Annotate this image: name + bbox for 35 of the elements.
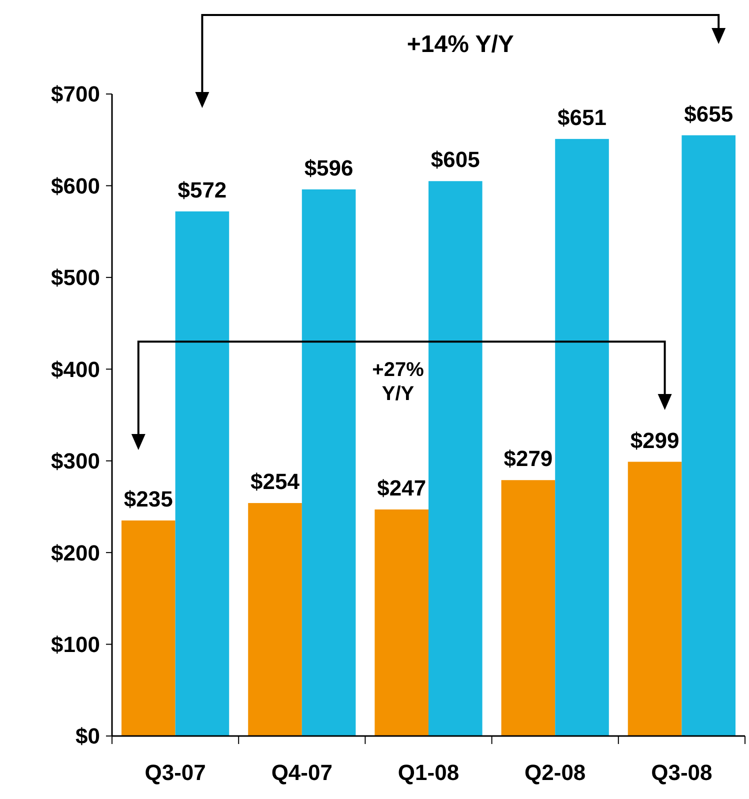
y-tick-label: $300 xyxy=(51,448,100,474)
data-label: $655 xyxy=(684,101,734,126)
y-tick-label: $100 xyxy=(51,632,100,657)
x-tick-label: Q4-07 xyxy=(271,760,332,785)
data-label: $596 xyxy=(304,155,354,180)
data-label: $247 xyxy=(377,475,426,500)
bar xyxy=(374,509,428,736)
data-label: $651 xyxy=(558,104,606,130)
x-tick-label: Q2-08 xyxy=(524,760,586,785)
bar xyxy=(501,480,556,736)
bar xyxy=(248,503,302,736)
y-tick-label: $0 xyxy=(76,724,100,749)
data-label: $572 xyxy=(178,177,227,202)
bar xyxy=(428,181,482,736)
y-tick-label: $200 xyxy=(51,540,100,566)
bar xyxy=(175,211,230,736)
bar xyxy=(121,520,176,736)
y-tick-label: $700 xyxy=(51,82,100,107)
bar xyxy=(682,135,736,736)
x-tick-label: Q3-07 xyxy=(144,760,206,785)
annotation: +27% Y/Y xyxy=(372,359,424,405)
y-tick-label: $600 xyxy=(51,173,100,198)
bar xyxy=(628,462,682,736)
bar xyxy=(302,189,356,736)
data-label: $605 xyxy=(430,147,480,172)
x-tick-label: Q3-08 xyxy=(651,760,712,785)
y-tick-label: $500 xyxy=(51,265,100,290)
y-tick-label: $400 xyxy=(51,356,100,382)
data-label: $279 xyxy=(504,446,553,472)
data-label: $299 xyxy=(630,428,680,453)
data-label: $254 xyxy=(250,469,300,494)
x-tick-label: Q1-08 xyxy=(398,760,460,785)
text: +14% Y/Y xyxy=(406,31,514,58)
bar xyxy=(555,138,609,736)
data-label: $235 xyxy=(124,486,173,512)
